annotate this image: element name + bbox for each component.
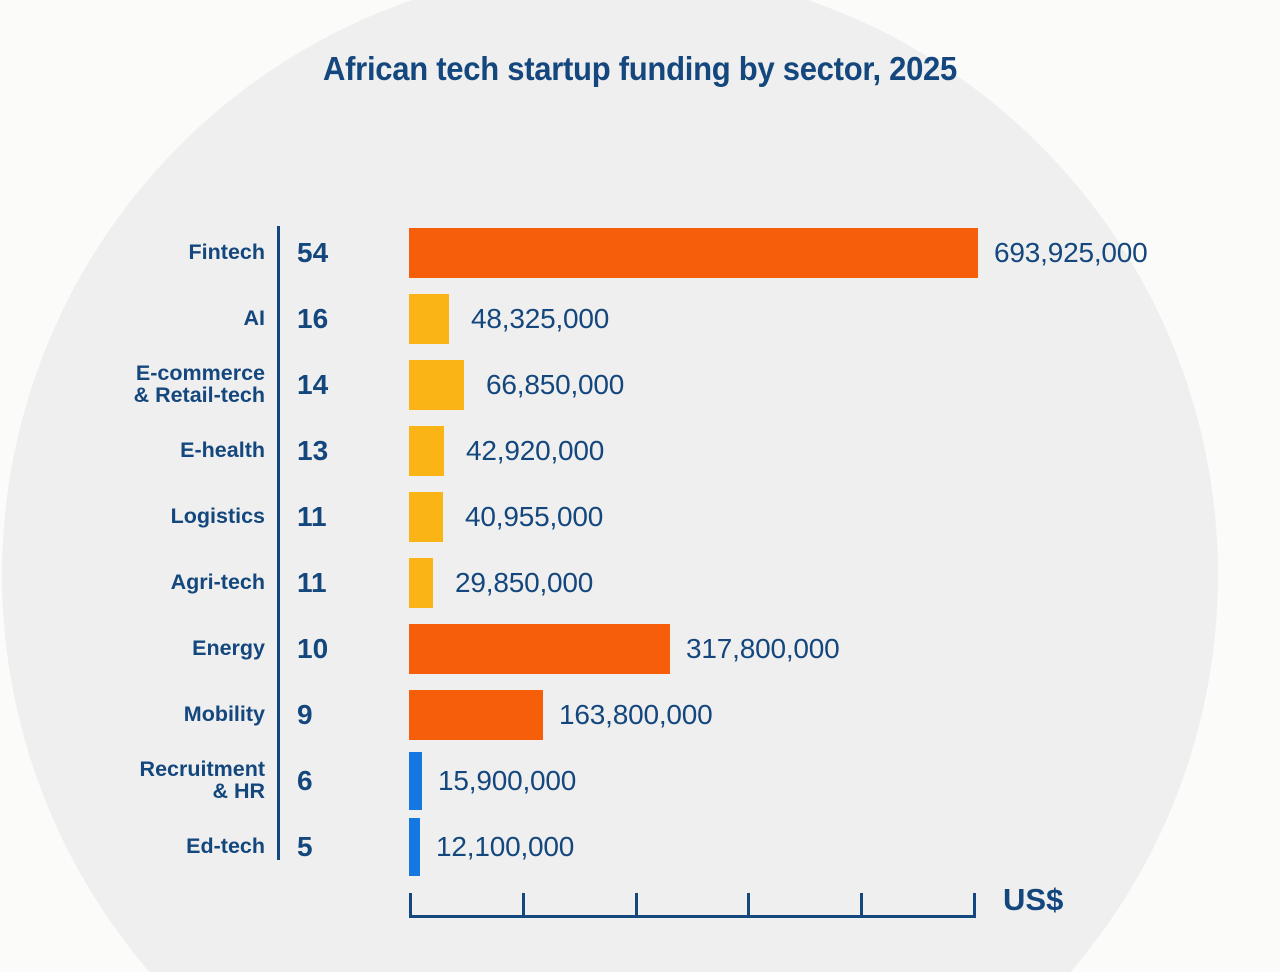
bar [409, 558, 433, 608]
page-title: African tech startup funding by sector, … [322, 50, 958, 87]
x-axis-unit-label: US$ [1003, 882, 1064, 917]
axis-tick [973, 893, 976, 918]
chart-row: AI 16 48,325,000 [0, 286, 1280, 352]
chart-row: E-health 13 42,920,000 [0, 418, 1280, 484]
deal-count: 13 [297, 435, 329, 466]
chart-row: Fintech 54 693,925,000 [0, 220, 1280, 286]
bar-value-label: 12,100,000 [436, 831, 575, 862]
deal-count: 10 [297, 633, 329, 664]
sector-label: Logistics [170, 504, 265, 529]
chart-row: E-commerce & Retail-tech 14 66,850,000 [0, 352, 1280, 418]
x-axis-line [409, 915, 976, 918]
x-axis [409, 888, 976, 918]
sector-label: Ed-tech [186, 834, 265, 859]
deal-count: 54 [297, 237, 329, 268]
axis-tick [747, 893, 750, 918]
chart-row: Mobility 9 163,800,000 [0, 682, 1280, 748]
bar-group: 29,850,000 [409, 558, 593, 608]
chart-row: Recruitment & HR 6 15,900,000 [0, 748, 1280, 814]
bar-group: 163,800,000 [409, 690, 713, 740]
bar-value-label: 66,850,000 [486, 369, 625, 400]
bar-value-label: 163,800,000 [559, 699, 713, 730]
deal-count: 14 [297, 369, 329, 400]
bar-value-label: 40,955,000 [465, 501, 604, 532]
bar-group: 40,955,000 [409, 492, 603, 542]
bar-value-label: 48,325,000 [471, 303, 610, 334]
bar [409, 492, 443, 542]
axis-tick [409, 893, 412, 918]
chart-row: Energy 10 317,800,000 [0, 616, 1280, 682]
chart-row: Agri-tech 11 29,850,000 [0, 550, 1280, 616]
axis-tick [522, 893, 525, 918]
axis-tick [635, 893, 638, 918]
decorative-circle [2, 0, 1218, 972]
sector-label: Fintech [188, 240, 265, 265]
axis-tick [860, 893, 863, 918]
bar-group: 15,900,000 [409, 752, 577, 810]
bar-value-label: 15,900,000 [438, 765, 577, 796]
bar [409, 294, 449, 344]
bar [409, 752, 422, 810]
bar [409, 818, 420, 876]
bar-group: 317,800,000 [409, 624, 840, 674]
chart-row: Ed-tech 5 12,100,000 [0, 814, 1280, 880]
bar-value-label: 29,850,000 [455, 567, 594, 598]
deal-count: 11 [297, 567, 327, 598]
bar-value-label: 317,800,000 [686, 633, 840, 664]
bar [409, 624, 670, 674]
sector-label: E-health [180, 438, 265, 463]
bar-group: 693,925,000 [409, 228, 1148, 278]
deal-count: 16 [297, 303, 329, 334]
bar-group: 42,920,000 [409, 426, 604, 476]
sector-label: E-commerce & Retail-tech [133, 361, 265, 407]
deal-count: 5 [297, 831, 313, 862]
deal-count: 11 [297, 501, 327, 532]
bar-group: 12,100,000 [409, 818, 575, 876]
bar [409, 360, 464, 410]
bar-group: 48,325,000 [409, 294, 609, 344]
sector-label: AI [243, 306, 266, 331]
chart-row: Logistics 11 40,955,000 [0, 484, 1280, 550]
bar [409, 690, 543, 740]
sector-label: Agri-tech [170, 570, 265, 595]
bar [409, 228, 978, 278]
bar-value-label: 42,920,000 [466, 435, 605, 466]
sector-label: Energy [192, 636, 265, 661]
label-column-divider [277, 226, 280, 860]
deal-count: 9 [297, 699, 313, 730]
bar-group: 66,850,000 [409, 360, 624, 410]
deal-count: 6 [297, 765, 313, 796]
bar-value-label: 693,925,000 [994, 237, 1148, 268]
sector-label: Mobility [183, 702, 265, 727]
sector-label: Recruitment & HR [139, 757, 265, 803]
bar [409, 426, 444, 476]
